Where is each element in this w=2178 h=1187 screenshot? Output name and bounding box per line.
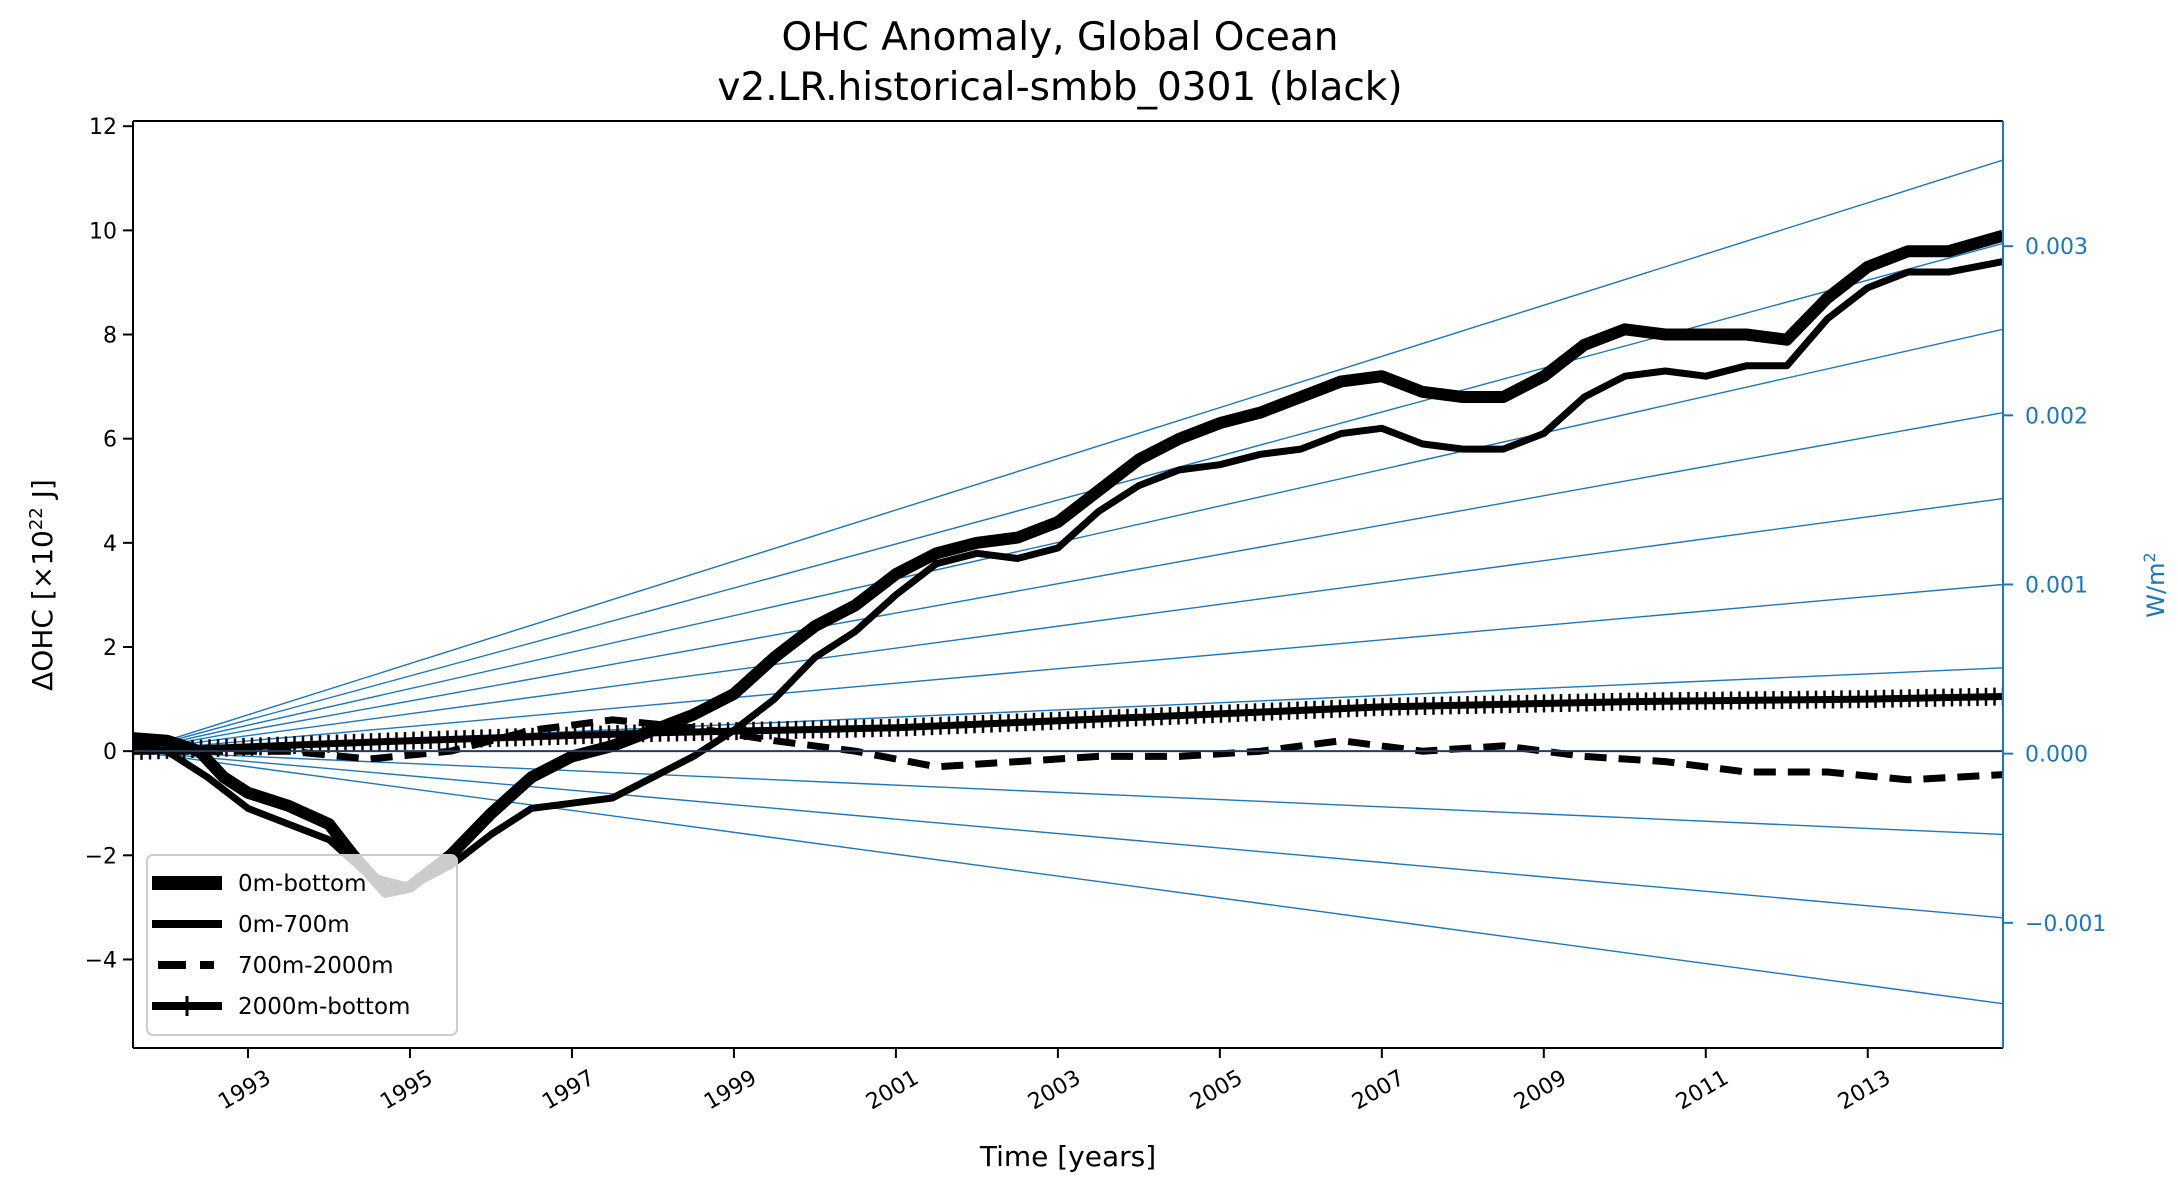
reference-line-1 (133, 242, 2003, 752)
y-tick-label: 6 (103, 428, 117, 453)
y2-tick-label: 0.002 (2025, 404, 2088, 429)
reference-line-8 (133, 750, 2003, 836)
y-tick-label: 10 (89, 219, 117, 244)
y-tick-label: 8 (103, 324, 117, 349)
legend-label: 0m-700m (238, 912, 350, 938)
y-tick-label: −2 (85, 844, 117, 869)
legend-label: 700m-2000m (238, 953, 394, 979)
series-line-700m-2000m (133, 716, 2003, 784)
y2-axis-ticks: −0.001 0.000 0.001 0.002 0.003 (2003, 235, 2106, 937)
legend-label: 0m-bottom (238, 871, 367, 897)
y-axis-ticks: −4 −2 0 2 4 6 8 10 12 (85, 115, 133, 973)
y2-axis-label: W/m2 (2140, 552, 2170, 617)
reference-line-9 (133, 750, 2003, 919)
legend-box (146, 854, 458, 1036)
y2-tick-label: 0.003 (2025, 235, 2088, 260)
y2-tick-label: 0.000 (2025, 743, 2088, 768)
legend-label: 2000m-bottom (238, 994, 410, 1020)
chart-title: OHC Anomaly, Global Ocean (781, 15, 1338, 60)
y-tick-label: 0 (103, 740, 117, 765)
reference-line-4 (133, 497, 2003, 752)
y-tick-label: 2 (103, 636, 117, 661)
y-axis-label: ΔOHC [×1022 J] (26, 479, 59, 691)
reference-line-5 (133, 583, 2003, 752)
chart-subtitle: v2.LR.historical-smbb_0301 (black) (717, 65, 1402, 110)
reference-line-0 (133, 159, 2003, 752)
reference-line-3 (133, 411, 2003, 752)
legend: 0m-bottom 0m-700m 700m-2000m 2000m-bottom (146, 854, 458, 1036)
y2-tick-label: −0.001 (2025, 912, 2106, 937)
y2-tick-label: 0.001 (2025, 574, 2088, 599)
reference-line-10 (133, 750, 2003, 1005)
x-axis-label: Time [years] (979, 1140, 1156, 1173)
y-tick-label: −4 (85, 948, 117, 973)
y-tick-label: 4 (103, 532, 117, 557)
y-tick-label: 12 (89, 115, 117, 140)
